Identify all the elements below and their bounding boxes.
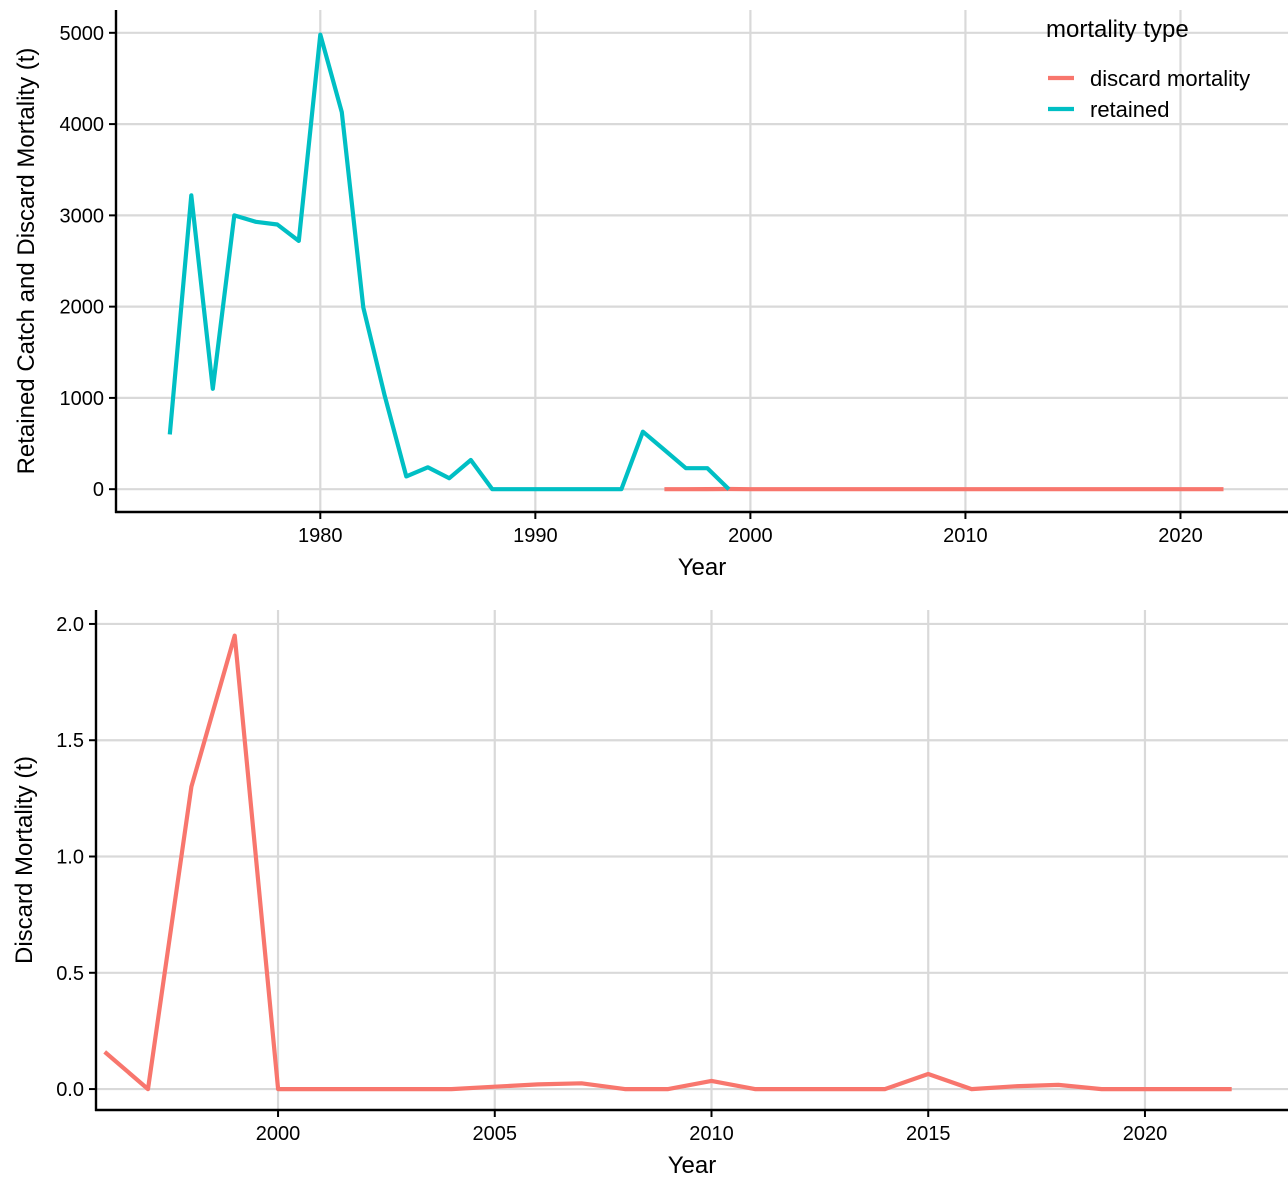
x-tick-label: 2020 [1123,1123,1168,1145]
y-tick-label: 0.5 [56,963,84,985]
series-line-retained [167,32,731,492]
x-tick-label: 2020 [1158,525,1203,547]
series-line-discard-mortality [103,633,1232,1092]
y-tick-label: 0 [93,479,104,501]
y-tick-label: 2.0 [56,614,84,636]
x-tick-label: 1980 [298,525,343,547]
x-tick-label: 2000 [728,525,773,547]
x-axis-title: Year [678,554,727,581]
y-tick-label: 2000 [60,297,105,319]
y-axis-title: Discard Mortality (t) [11,756,38,964]
x-tick-label: 2010 [943,525,988,547]
y-tick-label: 3000 [60,205,105,227]
y-tick-label: 1000 [60,388,105,410]
y-tick-label: 1.0 [56,847,84,869]
legend-label: retained [1090,97,1170,122]
x-tick-label: 2015 [906,1123,951,1145]
bottom-chart-panel: 0.0 0.5 1.0 1.5 2.0 2000 2005 2010 2015 2020 Year D… [11,610,1288,1179]
top-chart-panel: 0 1000 2000 3000 4000 5000 1980 1990 2000 2010 202… [13,10,1288,581]
y-tick-label: 0.0 [56,1079,84,1101]
x-tick-label: 1990 [513,525,558,547]
x-tick-label: 2010 [689,1123,734,1145]
y-axis-title: Retained Catch and Discard Mortality (t) [13,48,40,475]
legend-label: discard mortality [1090,66,1250,91]
y-tick-label: 5000 [60,23,105,45]
y-tick-label: 4000 [60,114,105,136]
x-axis-title: Year [668,1152,717,1179]
y-tick-label: 1.5 [56,730,84,752]
x-tick-label: 2000 [256,1123,301,1145]
legend-title: mortality type [1046,16,1189,43]
x-tick-label: 2005 [473,1123,518,1145]
